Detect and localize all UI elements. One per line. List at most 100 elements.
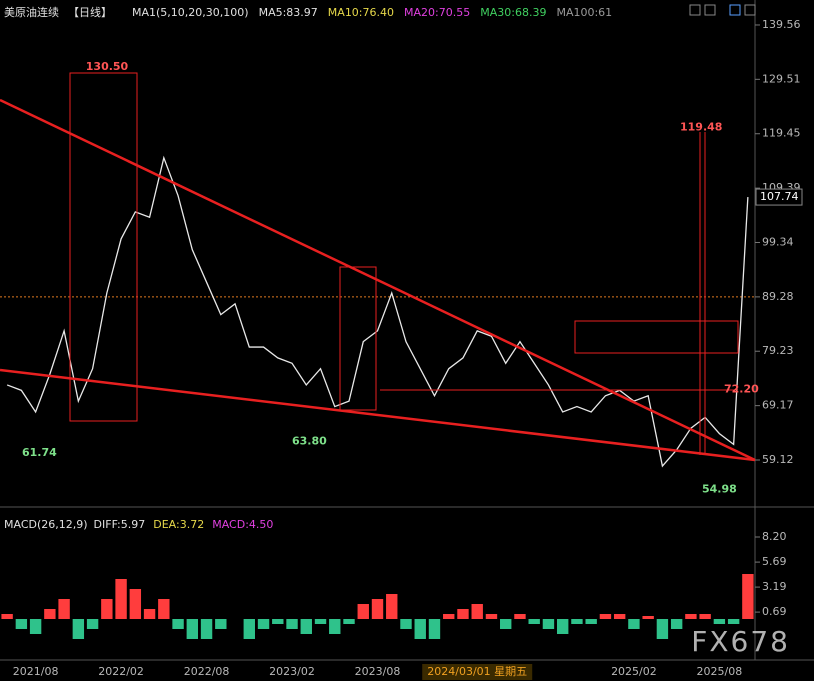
macd-bar [329, 619, 341, 634]
x-tick-label: 2025/02 [611, 665, 657, 678]
crosshair-label: 2024/03/01 星期五 [427, 665, 527, 678]
macd-bar [86, 619, 99, 629]
x-tick-label: 2023/08 [355, 665, 401, 678]
price-annotation: 72.20 [724, 382, 759, 395]
macd-bar [514, 614, 526, 619]
macd-bar [357, 604, 369, 619]
icon[interactable] [704, 4, 716, 16]
macd-bar [44, 609, 56, 619]
macd-bar [500, 619, 512, 629]
macd-bar [300, 619, 312, 634]
x-tick-label: 2022/02 [98, 665, 144, 678]
legend-item: DIFF:5.97 [94, 518, 146, 531]
y-tick-label: 129.51 [762, 72, 801, 85]
macd-bar [386, 594, 398, 619]
y-tick-label: 0.69 [762, 605, 787, 618]
price-annotation: 61.74 [22, 446, 57, 459]
period: 【日线】 [68, 5, 112, 19]
price-annotation: 130.50 [86, 60, 129, 73]
macd-bar [670, 619, 683, 629]
legend-item: MA30:68.39 [480, 6, 546, 19]
macd-bar [200, 619, 213, 639]
icon[interactable] [689, 4, 701, 16]
x-tick-label: 2021/08 [13, 665, 59, 678]
macd-bar [115, 579, 127, 619]
macd-bar [713, 619, 726, 624]
legend-item: MA100:61 [556, 6, 612, 19]
box [69, 72, 138, 422]
y-tick-label: 59.12 [762, 453, 794, 466]
macd-bar [471, 604, 483, 619]
y-tick-label: 119.45 [762, 127, 801, 140]
macd-bar [528, 619, 540, 624]
macd-bar [599, 614, 612, 619]
macd-bar [243, 619, 255, 639]
watermark: FX678 [691, 625, 790, 658]
legend-item: MA20:70.55 [404, 6, 470, 19]
y-tick-label: 89.28 [762, 290, 794, 303]
legend-item: MA1(5,10,20,30,100) [132, 6, 249, 19]
y-tick-label: 3.19 [762, 580, 787, 593]
macd-bar [314, 619, 327, 624]
macd-bar [443, 614, 455, 619]
y-tick-label: 99.34 [762, 235, 794, 248]
macd-bar [585, 619, 597, 624]
price-annotation: 63.80 [292, 435, 327, 448]
macd-bar [143, 609, 156, 619]
macd-bar [571, 619, 583, 624]
macd-bar [186, 619, 199, 639]
macd-bar [428, 619, 441, 639]
price-line [6, 155, 749, 468]
icon[interactable] [729, 4, 741, 16]
macd-bar [613, 614, 626, 619]
macd-bar [727, 619, 740, 624]
macd-bar [272, 619, 284, 624]
macd-bar [257, 619, 270, 629]
macd-bar [542, 619, 555, 629]
macd-bar [58, 599, 70, 619]
toolbar-icons[interactable] [689, 4, 756, 16]
trendline [0, 368, 756, 462]
macd-bar [286, 619, 298, 629]
macd-bar [371, 599, 384, 619]
macd-bar [101, 599, 113, 619]
x-tick-label: 2025/08 [697, 665, 743, 678]
macd-bar [556, 619, 569, 634]
y-tick-label: 69.17 [762, 399, 794, 412]
macd-bar [158, 599, 170, 619]
legend-item: MA5:83.97 [259, 6, 318, 19]
last-price-box [755, 188, 803, 206]
macd-bar [172, 619, 184, 629]
x-tick-label: 2023/02 [269, 665, 315, 678]
box [574, 320, 739, 354]
price-annotation: 54.98 [702, 482, 737, 495]
y-tick-label: 139.56 [762, 18, 801, 31]
macd-bar [414, 619, 426, 639]
macd-bar [15, 619, 28, 629]
macd-bar [29, 619, 42, 634]
macd-bar [642, 616, 654, 619]
icon[interactable] [744, 4, 756, 16]
macd-bar [485, 614, 498, 619]
macd-bar [343, 619, 355, 624]
macd-bar [1, 614, 13, 619]
box [339, 266, 377, 411]
macd-bar [129, 589, 142, 619]
macd-title: MACD(26,12,9) [4, 518, 88, 531]
price-annotation: 119.48 [680, 121, 722, 134]
y-tick-label: 5.69 [762, 555, 787, 568]
macd-bar [400, 619, 412, 629]
macd-bar [72, 619, 85, 639]
macd-bar [628, 619, 640, 629]
macd-bar [699, 614, 711, 619]
macd-bar [685, 614, 697, 619]
legend-item: DEA:3.72 [153, 518, 204, 531]
x-tick-label: 2022/08 [184, 665, 230, 678]
trendline [0, 98, 756, 462]
macd-bar [656, 619, 669, 639]
macd-bar [742, 574, 754, 619]
legend-item: MACD:4.50 [212, 518, 273, 531]
macd-bar [215, 619, 227, 629]
